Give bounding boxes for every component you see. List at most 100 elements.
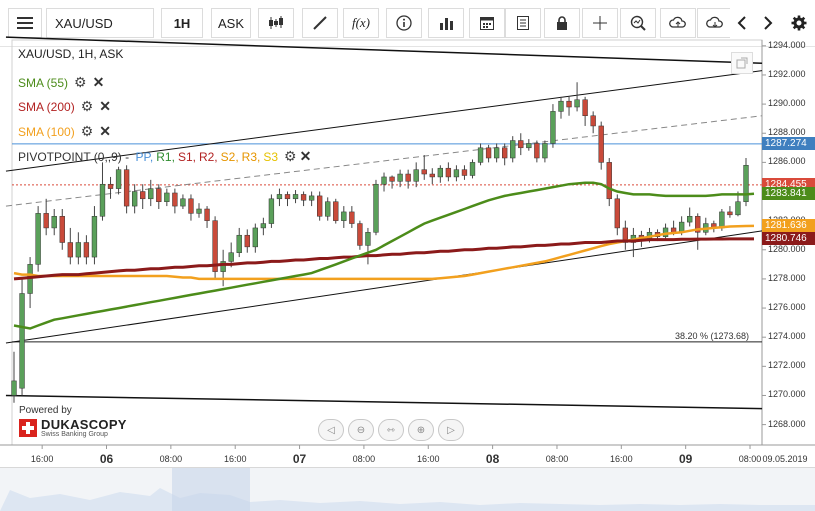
candle-body — [542, 143, 548, 159]
scroll-right-button[interactable]: ▷ — [438, 419, 464, 441]
candle-body — [534, 143, 540, 159]
candle-body — [389, 176, 395, 182]
sma55-line — [13, 181, 755, 330]
pivot-item-label: S2, — [220, 149, 239, 164]
candle-body — [510, 140, 516, 159]
price-tag: 1281.636 — [762, 219, 815, 233]
volume-button[interactable] — [428, 8, 464, 38]
candle-body — [196, 208, 202, 214]
candle-body — [405, 173, 411, 182]
candle-body — [140, 191, 146, 200]
sma100-close-icon[interactable]: ✕ — [99, 123, 111, 139]
sma200-settings-icon[interactable]: ⚙ — [80, 98, 94, 114]
candle-body — [485, 147, 492, 159]
zoom-out-button[interactable]: ⊖ — [348, 419, 374, 441]
candle-body — [204, 208, 210, 221]
settings-button[interactable] — [786, 8, 812, 38]
cloud-upload-icon — [669, 16, 686, 28]
candle-body — [582, 99, 588, 117]
candle-body — [51, 216, 57, 229]
prev-button[interactable] — [730, 8, 754, 38]
gear-icon — [791, 15, 807, 31]
legend-title: XAU/USD, 1H, ASK — [18, 47, 123, 61]
indicators-button[interactable]: f(x) — [343, 8, 379, 38]
candles-icon — [269, 16, 283, 29]
chart-type-button[interactable] — [258, 8, 294, 38]
price-tag: 1283.841 — [762, 187, 815, 201]
candle-body — [220, 261, 226, 272]
x-tick-label: 08:00 — [159, 454, 183, 464]
sma100-settings-icon[interactable]: ⚙ — [80, 123, 94, 139]
lock-button[interactable] — [544, 8, 580, 38]
candle-body — [11, 380, 17, 396]
fit-button[interactable]: ⇿ — [378, 419, 404, 441]
pivot-items: PP, R1, S1, R2, S2, R3, S3 — [135, 150, 281, 164]
candle-body — [236, 234, 242, 253]
zoom-button[interactable] — [620, 8, 656, 38]
menu-button[interactable] — [8, 8, 42, 38]
news-button[interactable] — [505, 8, 541, 38]
candle-body — [341, 211, 347, 221]
upload-button[interactable] — [660, 8, 696, 38]
timeframe-label: 1H — [173, 15, 191, 31]
candle-body — [276, 194, 283, 200]
candle-body — [252, 227, 258, 248]
scroll-left-button[interactable]: ◁ — [318, 419, 344, 441]
navigator-panel[interactable] — [0, 467, 815, 511]
candle-body — [212, 220, 218, 272]
candle-body — [397, 173, 403, 182]
y-tick-label: 1288.000 — [768, 127, 806, 138]
sma200-label: SMA (200) — [18, 99, 75, 114]
calendar-button[interactable] — [469, 8, 505, 38]
candle-body — [131, 191, 138, 207]
sma55-close-icon[interactable]: ✕ — [92, 74, 105, 90]
pivot-close-icon[interactable]: ✕ — [299, 148, 312, 164]
swiss-cross-icon — [19, 419, 37, 437]
pivot-settings-icon[interactable]: ⚙ — [284, 148, 297, 164]
y-tick-label: 1280.000 — [768, 243, 806, 254]
trend-line — [5, 70, 763, 172]
candle-body — [300, 194, 307, 201]
candle-body — [526, 143, 532, 149]
arrow-left-icon: ◁ — [327, 424, 335, 436]
chevron-left-icon — [737, 16, 746, 30]
price-tag: 1280.746 — [762, 232, 815, 246]
candle-body — [518, 140, 524, 149]
x-tick-label: 08:00 — [545, 454, 569, 464]
y-tick-label: 1278.000 — [768, 272, 806, 283]
sma200-close-icon[interactable]: ✕ — [99, 98, 111, 114]
candle-body — [91, 216, 98, 258]
side-selector[interactable]: ASK — [211, 8, 251, 38]
pivot-label: PIVOTPOINT (0,,9) - — [18, 149, 133, 164]
sma55-settings-icon[interactable]: ⚙ — [74, 74, 87, 90]
candle-body — [228, 252, 234, 262]
info-button[interactable] — [386, 8, 422, 38]
pivot-item-label: S3 — [263, 149, 279, 164]
legend-sma100: SMA (100) ⚙ ✕ — [18, 123, 111, 140]
cloud-download-icon — [706, 16, 723, 28]
zoom-in-button[interactable]: ⊕ — [408, 419, 434, 441]
popout-button[interactable] — [731, 52, 753, 74]
x-tick-label: 16:00 — [416, 454, 440, 464]
y-tick-label: 1274.000 — [768, 331, 806, 342]
candle-body — [590, 115, 596, 127]
candle-body — [429, 173, 435, 178]
candle-body — [333, 201, 339, 221]
candle-body — [123, 169, 130, 207]
draw-tool-button[interactable] — [302, 8, 338, 38]
zoom-out-icon: ⊖ — [356, 424, 366, 436]
candle-body — [614, 198, 620, 229]
crosshair-button[interactable] — [582, 8, 618, 38]
document-icon — [517, 16, 529, 30]
fx-label: f(x) — [351, 15, 371, 30]
next-button[interactable] — [756, 8, 780, 38]
y-tick-label: 1294.000 — [768, 39, 806, 50]
candle-body — [598, 125, 604, 163]
chart-navigation: ◁ ⊖ ⇿ ⊕ ▷ — [318, 419, 464, 441]
hamburger-icon — [17, 17, 33, 29]
instrument-selector[interactable]: XAU/USD — [46, 8, 154, 38]
timeframe-selector[interactable]: 1H — [161, 8, 203, 38]
candle-body — [687, 216, 693, 223]
